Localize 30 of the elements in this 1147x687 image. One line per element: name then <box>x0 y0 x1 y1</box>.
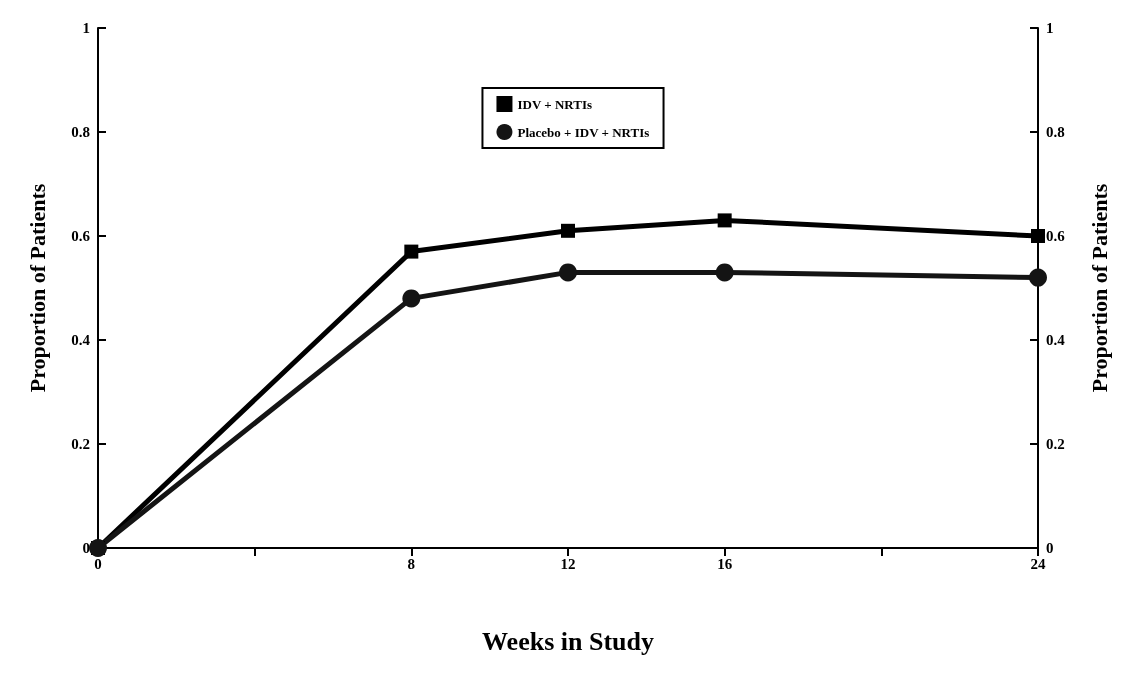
legend-label: IDV + NRTIs <box>517 96 593 112</box>
point <box>404 244 419 259</box>
y2-tick-label: 0.6 <box>1046 228 1066 244</box>
x-tick-label: 12 <box>560 555 576 572</box>
y-tick-label: 0.2 <box>71 436 90 452</box>
x-tick-label: 16 <box>717 555 733 572</box>
x-tick-label: 0 <box>94 555 102 572</box>
point <box>715 263 734 282</box>
x-tick-label: 8 <box>407 555 416 572</box>
y2-tick-label: 0.8 <box>1046 124 1065 140</box>
y-tick-label: 1 <box>82 20 90 36</box>
y2-axis-title: Proportion of Patients <box>1086 183 1112 393</box>
point <box>1031 229 1045 243</box>
point <box>561 223 575 238</box>
x-tick-label: 24 <box>1030 555 1046 572</box>
point <box>402 289 421 308</box>
legend-label: Placebo + IDV + NRTIs <box>517 124 650 140</box>
point <box>1029 268 1047 287</box>
y2-tick-label: 0.2 <box>1046 436 1065 452</box>
y-tick-label: 0.8 <box>71 124 90 140</box>
y2-tick-label: 1 <box>1046 20 1054 36</box>
y2-tick-label: 0.4 <box>1046 332 1066 348</box>
y-tick-label: 0 <box>82 540 90 556</box>
y-tick-label: 0.4 <box>71 332 91 348</box>
x-axis-title: Weeks in Study <box>482 626 654 656</box>
point <box>717 213 732 228</box>
y-tick-label: 0.6 <box>71 228 91 244</box>
point <box>559 263 577 282</box>
y-axis-title: Proportion of Patients <box>24 183 50 393</box>
y2-tick-label: 0 <box>1046 540 1054 556</box>
